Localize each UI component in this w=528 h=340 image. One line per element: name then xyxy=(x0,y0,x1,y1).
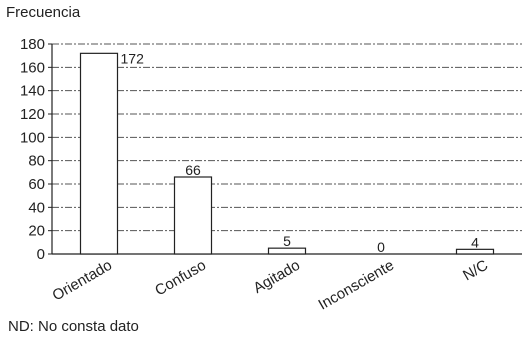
y-axis-title: Frecuencia xyxy=(6,4,81,21)
y-tick-label: 40 xyxy=(28,199,45,216)
grid-lines xyxy=(52,43,522,232)
bar xyxy=(79,52,119,255)
y-tick-label: 140 xyxy=(20,83,45,100)
bar xyxy=(455,248,495,255)
x-tick-label: N/C xyxy=(460,257,491,285)
y-tick-label: 100 xyxy=(20,129,45,146)
y-tick-label: 180 xyxy=(20,36,45,53)
y-tick-label: 160 xyxy=(20,59,45,76)
data-label: 5 xyxy=(283,233,291,249)
data-label: 172 xyxy=(121,50,145,66)
y-tick-label: 0 xyxy=(37,246,45,263)
x-axis-labels: Orientado Confuso Agitado Inconsciente N/C xyxy=(49,257,491,314)
data-label: 0 xyxy=(377,239,385,255)
y-tick-label: 60 xyxy=(28,176,45,193)
footnote: ND: No consta dato xyxy=(8,318,139,335)
bar xyxy=(267,247,307,255)
y-tick-label: 20 xyxy=(28,223,45,240)
x-tick-label: Orientado xyxy=(49,257,115,305)
bars: 172 66 5 0 4 xyxy=(79,50,495,255)
x-tick-label: Inconsciente xyxy=(316,257,397,314)
x-tick-label: Agitado xyxy=(250,257,303,297)
data-label: 66 xyxy=(185,162,201,178)
data-label: 4 xyxy=(471,234,479,250)
y-tick-label: 80 xyxy=(28,153,45,170)
x-tick-label: Confuso xyxy=(152,257,209,300)
y-tick-label: 120 xyxy=(20,106,45,123)
bar xyxy=(173,176,213,255)
